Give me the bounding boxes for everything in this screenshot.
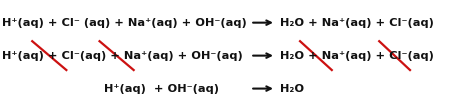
Text: H₂O + Na⁺(aq) + Cl⁻(aq): H₂O + Na⁺(aq) + Cl⁻(aq) (280, 51, 434, 61)
Text: H⁺(aq)  + OH⁻(aq): H⁺(aq) + OH⁻(aq) (104, 84, 219, 94)
Text: H₂O: H₂O (280, 84, 304, 94)
Text: H₂O + Na⁺(aq) + Cl⁻(aq): H₂O + Na⁺(aq) + Cl⁻(aq) (280, 18, 434, 28)
Text: H⁺(aq) + Cl⁻ (aq) + Na⁺(aq) + OH⁻(aq): H⁺(aq) + Cl⁻ (aq) + Na⁺(aq) + OH⁻(aq) (2, 18, 247, 28)
Text: H⁺(aq) + Cl⁻(aq) + Na⁺(aq) + OH⁻(aq): H⁺(aq) + Cl⁻(aq) + Na⁺(aq) + OH⁻(aq) (2, 51, 243, 61)
